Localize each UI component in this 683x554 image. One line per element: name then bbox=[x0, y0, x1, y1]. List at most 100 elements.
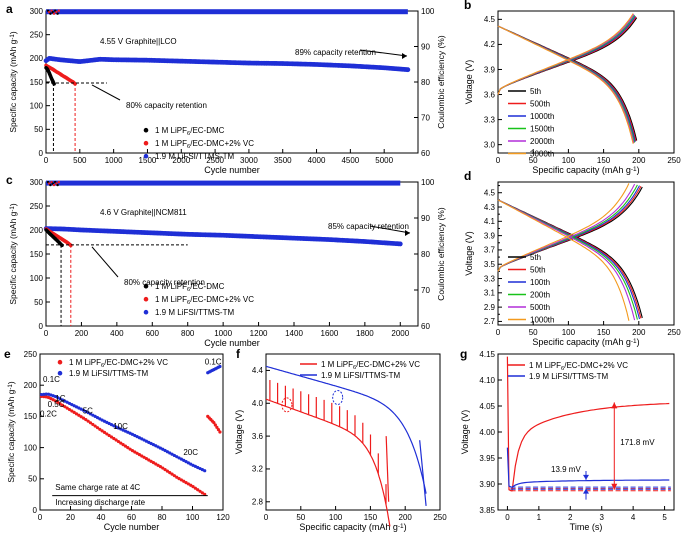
text-span: -1 bbox=[9, 34, 16, 40]
text-span: Specific capacity (mAh g bbox=[532, 165, 631, 175]
ce-early-point bbox=[56, 183, 59, 187]
rate-point bbox=[123, 444, 128, 448]
rate-point bbox=[79, 415, 83, 419]
legend-entry: 50th bbox=[530, 266, 546, 275]
retention-annotation: 80% capacity retention bbox=[126, 101, 207, 110]
legend-entry: 1500th bbox=[530, 125, 554, 134]
panel-label: g bbox=[460, 347, 467, 361]
rate-point bbox=[100, 429, 104, 433]
panel-title: 4.6 V Graphite||NCM811 bbox=[100, 208, 187, 217]
legend-entry: 500th bbox=[530, 303, 550, 312]
rate-point bbox=[102, 430, 107, 434]
x-tick-label: 5000 bbox=[375, 156, 393, 165]
text-span: 1 M LiPF bbox=[155, 282, 187, 291]
rate-point bbox=[53, 399, 58, 403]
rate-point bbox=[154, 462, 158, 466]
x-tick-label: 50 bbox=[529, 156, 538, 165]
charge-curve bbox=[497, 16, 637, 95]
rate-label: 0.1C bbox=[205, 358, 222, 367]
rate-point bbox=[60, 403, 65, 407]
ce-band bbox=[46, 9, 408, 15]
y-tick-label: 3.85 bbox=[479, 506, 495, 515]
rate-label: 10C bbox=[113, 422, 128, 431]
rate-point bbox=[196, 488, 200, 492]
plot-frame bbox=[497, 10, 675, 154]
x-axis-label: Cycle number bbox=[204, 338, 260, 348]
y-tick-label: 2.7 bbox=[484, 317, 496, 326]
text-span: 1 M LiPF bbox=[155, 295, 187, 304]
x-tick-label: 1000 bbox=[105, 156, 123, 165]
discharge-curve bbox=[497, 25, 638, 141]
rate-note: Same charge rate at 4C bbox=[55, 483, 140, 492]
discharge-curve bbox=[497, 25, 635, 144]
x-tick-label: 0 bbox=[496, 156, 501, 165]
x-tick-label: 500 bbox=[73, 156, 87, 165]
ce-early-point bbox=[49, 183, 52, 187]
y-tick-label: 4.0 bbox=[252, 399, 264, 408]
rate-point bbox=[116, 439, 121, 444]
y-tick-label: 3.7 bbox=[484, 246, 496, 255]
y2-tick-label: 100 bbox=[421, 7, 435, 16]
delta-label: 13.9 mV bbox=[551, 465, 581, 474]
delta-label: 171.8 mV bbox=[620, 438, 655, 447]
relaxation-curve bbox=[506, 356, 670, 492]
pulse-discharge-curve bbox=[419, 440, 427, 506]
y-tick-label: 150 bbox=[30, 250, 44, 259]
x-tick-label: 2000 bbox=[391, 329, 409, 338]
rate-point bbox=[151, 461, 156, 465]
legend-entry: 1.9 M LiFSI/TTMS-TM bbox=[529, 372, 608, 381]
legend-entry-marker bbox=[143, 127, 149, 133]
y-tick-label: 300 bbox=[30, 178, 44, 187]
text-span: 1 M LiPF bbox=[321, 360, 353, 369]
rate-point bbox=[182, 479, 186, 483]
y-tick-label: 50 bbox=[34, 125, 43, 134]
legend-entry: 1.9 M LiFSI/TTMS-TM bbox=[321, 371, 400, 380]
legend-entry: 1.9 M LiFSI/TTMS-TM bbox=[155, 152, 234, 161]
rate-point bbox=[172, 474, 176, 478]
rate-point bbox=[77, 413, 81, 417]
text-span: ) bbox=[637, 165, 640, 175]
ce-early-point bbox=[57, 180, 60, 184]
legend-entry-marker bbox=[143, 296, 149, 302]
delta-arrowhead bbox=[611, 402, 618, 409]
x-tick-label: 3500 bbox=[274, 156, 292, 165]
x-tick-label: 50 bbox=[529, 328, 538, 337]
rate-point bbox=[179, 478, 183, 482]
text-span: Specific capacity (mAh g bbox=[8, 211, 18, 304]
rate-point bbox=[95, 426, 100, 430]
x-tick-label: 250 bbox=[667, 156, 681, 165]
y-tick-label: 3.3 bbox=[484, 115, 496, 124]
text-span: 1.9 M LiFSI/TTMS-TM bbox=[155, 152, 234, 161]
y2-axis-label: Coulombic efficiency (%) bbox=[436, 207, 446, 301]
rate-label: 0.2C bbox=[40, 409, 57, 418]
text-span: ) bbox=[6, 381, 16, 384]
rate-point bbox=[133, 450, 137, 454]
rate-point bbox=[74, 412, 79, 416]
rate-label: 1C bbox=[55, 394, 65, 403]
rate-point bbox=[218, 430, 222, 434]
x-tick-label: 4500 bbox=[341, 156, 359, 165]
legend-entry: 100th bbox=[530, 278, 550, 287]
rate-point bbox=[39, 392, 44, 397]
y2-tick-label: 80 bbox=[421, 78, 430, 87]
rate-point bbox=[200, 491, 204, 495]
retention-annotation: 85% capacity retention bbox=[328, 222, 409, 231]
rate-point bbox=[163, 467, 167, 472]
x-axis-label: Specific capacity (mAh g-1) bbox=[299, 522, 406, 532]
rate-point bbox=[165, 469, 170, 473]
retention-arrow bbox=[369, 225, 411, 234]
rate-point bbox=[98, 427, 102, 431]
rate-label: 0.1C bbox=[43, 375, 60, 384]
x-tick-label: 1000 bbox=[214, 329, 232, 338]
rate-point bbox=[175, 475, 179, 479]
x-tick-label: 120 bbox=[216, 513, 230, 522]
panel-title: 4.55 V Graphite||LCO bbox=[100, 37, 177, 46]
y-tick-label: 0 bbox=[39, 149, 44, 158]
legend-entry: 1 M LiPF6/EC-DMC+2% VC bbox=[155, 139, 254, 150]
y2-tick-label: 100 bbox=[421, 178, 435, 187]
legend-entry: 1.9 M LiFSI/TTMS-TM bbox=[155, 308, 234, 317]
x-tick-label: 5 bbox=[662, 513, 667, 522]
y-tick-label: 250 bbox=[30, 202, 44, 211]
x-tick-label: 2500 bbox=[206, 156, 224, 165]
text-span: -1 bbox=[7, 384, 14, 390]
